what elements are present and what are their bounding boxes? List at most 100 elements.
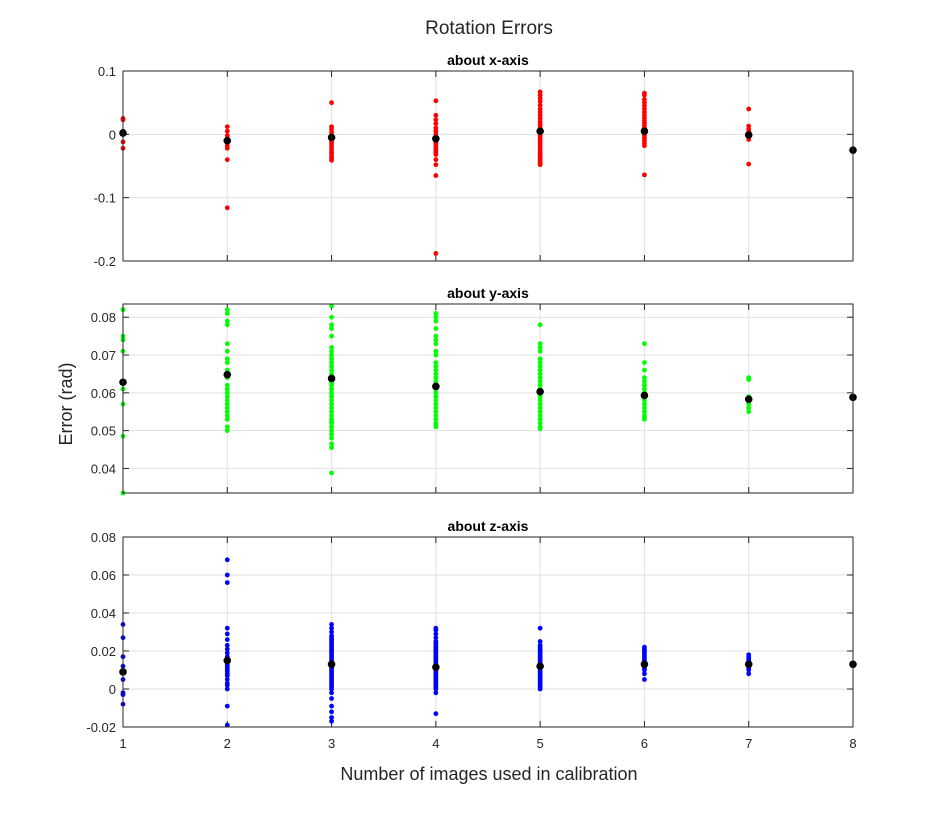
sample-point: [642, 405, 647, 411]
sample-point: [537, 420, 543, 426]
sample-point: [433, 314, 439, 320]
sample-point: [433, 379, 439, 384]
sample-point: [329, 333, 334, 339]
sample-point: [433, 394, 439, 400]
data-points: [119, 89, 857, 256]
mean-point: [223, 370, 232, 379]
y-tick-label: 0.1: [98, 64, 116, 79]
sample-point: [642, 667, 647, 673]
sample-point: [642, 671, 647, 677]
sample-point: [329, 690, 334, 696]
sample-point: [329, 470, 334, 476]
sample-point: [329, 386, 334, 392]
y-tick-label: 0.06: [91, 568, 116, 583]
sample-point: [329, 326, 334, 331]
subplot-2: 0.04 0.05 0.06 0.07 0.08 about y-axis: [91, 285, 857, 496]
mean-point: [536, 662, 544, 670]
sample-point: [433, 152, 439, 158]
sample-point: [537, 397, 543, 403]
sample-point: [746, 409, 752, 415]
y-tick-label: 0.04: [91, 606, 116, 621]
axes-frame: [122, 303, 854, 494]
sample-point: [224, 318, 230, 324]
sample-point: [537, 639, 543, 644]
sample-point: [224, 397, 230, 403]
sample-point: [433, 337, 439, 343]
sample-point: [642, 143, 647, 149]
mean-point: [536, 387, 544, 396]
sample-point: [329, 715, 334, 720]
ticks: -0.02 0 0.02 0.04 0.06 0.08 1 2 3 4 5 6 7 8: [86, 530, 856, 751]
sample-point: [642, 172, 647, 178]
sample-point: [224, 677, 230, 682]
sample-point: [433, 162, 439, 168]
sample-point: [329, 424, 334, 430]
sample-point: [329, 629, 334, 635]
sample-point: [433, 424, 439, 430]
y-tick-label: 0.07: [91, 348, 116, 363]
y-tick-label: 0: [109, 127, 116, 142]
sample-point: [433, 367, 439, 373]
subplot-title: about z-axis: [448, 518, 529, 534]
sample-point: [224, 650, 230, 656]
sample-point: [224, 642, 230, 648]
sample-point: [433, 352, 439, 358]
sample-point: [329, 686, 334, 692]
x-axis-label: Number of images used in calibration: [340, 764, 637, 784]
x-tick-label: 8: [849, 736, 856, 751]
sample-point: [329, 352, 334, 358]
sample-point: [224, 124, 230, 130]
sample-point: [329, 622, 334, 627]
sample-point: [433, 397, 439, 403]
sample-point: [224, 341, 230, 347]
subplot-3: -0.02 0 0.02 0.04 0.06 0.08 1 2 3 4 5 6 7 8 about z-ax…: [86, 518, 857, 751]
sample-point: [642, 360, 647, 365]
sample-point: [433, 635, 439, 641]
sample-point: [224, 703, 230, 709]
sample-point: [329, 703, 334, 709]
x-tick-label: 7: [745, 736, 752, 751]
sample-point: [224, 424, 230, 430]
x-tick-label: 6: [641, 736, 648, 751]
sample-point: [537, 360, 543, 365]
sample-point: [329, 382, 334, 388]
sample-point: [433, 318, 439, 324]
mean-point: [744, 660, 753, 669]
sample-point: [642, 341, 647, 347]
sample-point: [224, 145, 230, 151]
sample-point: [537, 686, 543, 692]
mean-point: [640, 660, 649, 669]
sample-point: [433, 416, 439, 422]
sample-point: [224, 646, 230, 652]
sample-point: [433, 173, 439, 178]
sample-point: [224, 722, 230, 728]
sample-point: [433, 413, 439, 418]
sample-point: [537, 322, 543, 328]
sample-point: [433, 371, 439, 377]
sample-point: [224, 128, 230, 134]
sample-point: [329, 420, 334, 426]
subplots: -0.2 -0.1 0 0.1 about x-axis 0.04 0.05 0.06 0.07…: [86, 52, 857, 751]
sample-point: [433, 690, 439, 696]
sample-point: [329, 696, 334, 701]
sample-point: [224, 348, 230, 354]
sample-point: [224, 157, 230, 163]
sample-point: [329, 718, 334, 724]
subplot-1: -0.2 -0.1 0 0.1 about x-axis: [94, 52, 857, 269]
sample-point: [329, 356, 334, 362]
sample-point: [329, 709, 334, 715]
y-tick-label: 0.02: [91, 644, 116, 659]
sample-point: [224, 686, 230, 692]
sample-point: [433, 409, 439, 415]
sample-point: [224, 356, 230, 362]
sample-point: [329, 367, 334, 373]
sample-point: [433, 98, 439, 104]
sample-point: [433, 251, 439, 256]
sample-point: [433, 686, 439, 692]
sample-point: [433, 405, 439, 411]
sample-point: [433, 157, 439, 163]
sample-point: [537, 401, 543, 407]
x-tick-label: 1: [119, 736, 126, 751]
sample-point: [433, 401, 439, 407]
sample-point: [746, 671, 752, 677]
